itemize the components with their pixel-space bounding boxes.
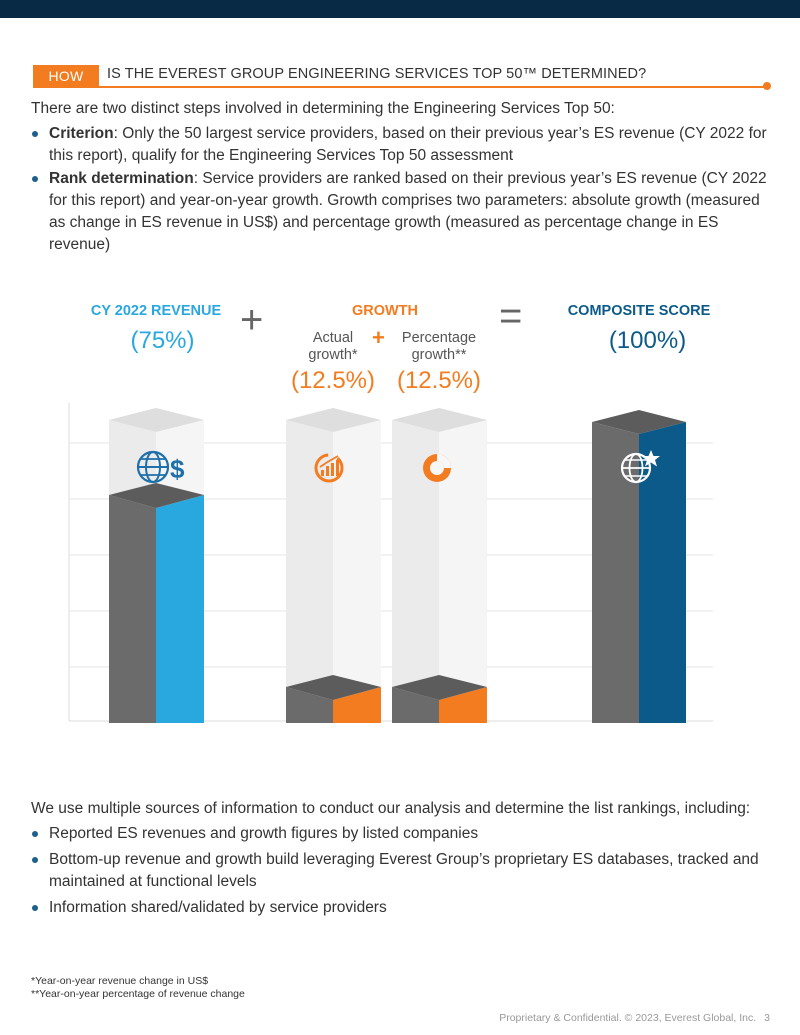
top-bar	[0, 0, 800, 18]
percentage-growth-label-line1: Percentage	[401, 330, 477, 346]
revenue-percentage: (75%)	[130, 327, 195, 354]
revenue-label: CY 2022 REVENUE	[90, 303, 222, 319]
header-rule-dot	[763, 82, 771, 90]
source-item: Reported ES revenues and growth figures …	[31, 823, 771, 845]
sources-intro: We use multiple sources of information t…	[31, 800, 751, 817]
plus-operator: +	[240, 298, 264, 342]
growth-plus-operator: +	[372, 325, 385, 350]
growth-chart-icon	[314, 453, 344, 483]
sources-list: Reported ES revenues and growth figures …	[31, 823, 771, 923]
actual-growth-bar	[286, 408, 381, 723]
step-rank-determination: Rank determination: Service providers ar…	[31, 168, 771, 256]
percentage-growth-bar	[392, 408, 487, 723]
growth-label: GROWTH	[351, 303, 419, 319]
how-tag: HOW	[33, 65, 99, 87]
copyright-text: Proprietary & Confidential. © 2023, Ever…	[499, 1012, 757, 1024]
intro-text: There are two distinct steps involved in…	[31, 100, 615, 117]
actual-growth-percentage: (12.5%)	[290, 367, 376, 394]
globe-dollar-icon: $	[136, 450, 185, 484]
actual-growth-label-line2: growth*	[308, 347, 358, 363]
step-term: Rank determination	[49, 170, 194, 187]
section-header: HOW IS THE EVEREST GROUP ENGINEERING SER…	[33, 64, 773, 90]
footnotes: *Year-on-year revenue change in US$ **Ye…	[31, 975, 245, 1001]
header-rule	[33, 86, 767, 88]
bar-graphic: $	[68, 403, 713, 723]
page-footer: Proprietary & Confidential. © 2023, Ever…	[499, 1012, 770, 1024]
section-title: IS THE EVEREST GROUP ENGINEERING SERVICE…	[107, 66, 647, 82]
composite-percentage: (100%)	[608, 327, 687, 354]
step-text: : Service providers are ranked based on …	[49, 170, 767, 253]
actual-growth-label: Actual growth*	[290, 330, 376, 364]
source-item: Information shared/validated by service …	[31, 897, 771, 919]
revenue-bar	[109, 408, 204, 723]
globe-star-icon	[620, 450, 660, 484]
steps-list: Criterion: Only the 50 largest service p…	[31, 123, 771, 257]
step-text: : Only the 50 largest service providers,…	[49, 125, 767, 164]
percentage-growth-label: Percentage growth**	[392, 330, 486, 364]
percentage-growth-percentage: (12.5%)	[396, 367, 482, 394]
footnote: *Year-on-year revenue change in US$	[31, 975, 209, 987]
page-number: 3	[764, 1012, 770, 1024]
step-term: Criterion	[49, 125, 114, 142]
actual-growth-label-line1: Actual	[312, 330, 354, 346]
step-criterion: Criterion: Only the 50 largest service p…	[31, 123, 771, 167]
footnote: **Year-on-year percentage of revenue cha…	[31, 988, 245, 1000]
source-item: Bottom-up revenue and growth build lever…	[31, 849, 771, 893]
equals-operator: =	[499, 294, 523, 338]
pie-chart-icon	[423, 454, 451, 482]
composite-label: COMPOSITE SCORE	[567, 303, 711, 319]
svg-text:$: $	[170, 454, 185, 484]
composite-bar	[592, 410, 686, 723]
percentage-growth-label-line2: growth**	[411, 347, 467, 363]
methodology-graphic: CY 2022 REVENUE (75%) + GROWTH Actual gr…	[0, 290, 800, 730]
